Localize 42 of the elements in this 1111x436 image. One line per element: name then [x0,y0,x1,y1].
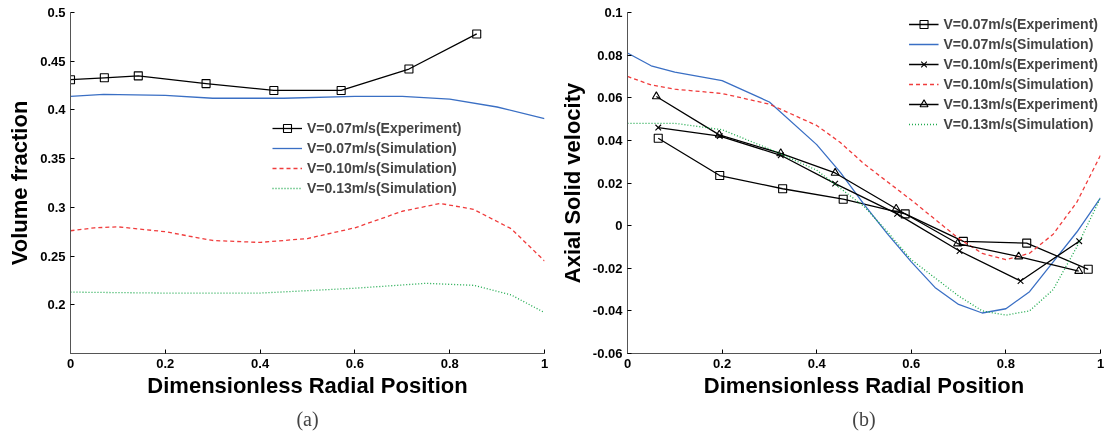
x-tick-label: 0.6 [345,355,364,371]
legend-label: V=0.07m/s(Experiment) [307,120,462,136]
text: (a) [296,407,319,431]
legend-label: V=0.10m/s(Simulation) [943,76,1094,92]
y-tick-label: 0 [615,218,623,234]
text: (b) [852,407,876,431]
y-tick-label: -0.06 [592,346,623,361]
legend-label: V=0.13m/s(Simulation) [943,116,1094,132]
legend-label: V=0.07m/s(Simulation) [307,140,457,156]
y-tick-label: 0.4 [47,102,67,118]
x-tick-label: 0.8 [996,355,1015,371]
legend-label: V=0.07m/s(Experiment) [943,16,1098,32]
y-axis-title: Volume fraction [7,100,33,266]
y-tick-label: 0.02 [597,175,623,191]
y-tick-label: 0.1 [604,5,623,20]
legend-label: V=0.07m/s(Simulation) [943,36,1094,52]
y-tick-label: -0.04 [592,303,624,319]
x-tick-label: 0.4 [251,355,270,371]
y-tick-label: 0.35 [40,151,66,167]
x-axis-title: Dimensionless Radial Position [703,372,1025,398]
legend-label: V=0.13m/s(Experiment) [943,96,1098,112]
y-tick-label: 0.06 [597,90,623,106]
y-tick-label: 0.08 [597,47,623,63]
y-tick-label: 0.2 [47,297,66,313]
y-tick-label: 0.5 [47,5,66,20]
legend-label: V=0.10m/s(Simulation) [307,160,457,176]
x-tick-label: 1 [540,355,549,371]
x-tick-label: 0.8 [440,355,459,371]
x-tick-label: 0.2 [156,355,175,371]
y-tick-label: 0.04 [597,132,624,148]
y-axis-title: Axial Solid velocity [559,81,585,284]
y-tick-label: 0.25 [40,248,66,264]
legend-label: V=0.13m/s(Simulation) [307,180,457,196]
y-tick-label: 0.45 [40,53,66,69]
x-tick-label: 0.2 [713,355,732,371]
x-axis-title: Dimensionless Radial Position [147,372,468,398]
legend-label: V=0.10m/s(Experiment) [943,56,1098,72]
x-tick-label: 1 [1096,355,1105,371]
y-tick-label: -0.02 [592,260,623,276]
x-tick-label: 0.6 [902,355,921,371]
x-tick-label: 0.4 [807,355,827,371]
y-tick-label: 0.3 [47,199,66,215]
